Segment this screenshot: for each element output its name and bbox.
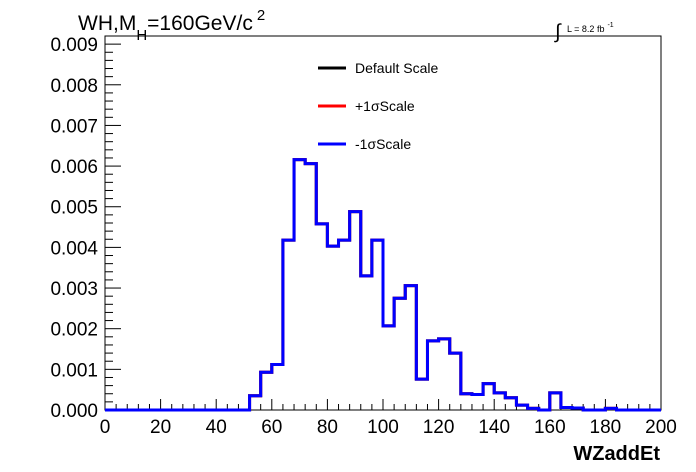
axes: 0 20 40 60 80 100 120 140 160 180 200 0.000 0.001 0.0… — [50, 35, 676, 438]
chart-title-main: WH,M — [78, 12, 136, 35]
y-tick-label: 0.005 — [50, 198, 98, 219]
x-tick-label: 160 — [534, 417, 566, 438]
series-lines — [105, 158, 661, 412]
x-tick-label: 200 — [645, 417, 677, 438]
lumi-label-text: L = 8.2 fb — [567, 24, 604, 34]
y-tick-label: 0.009 — [50, 35, 98, 56]
lumi-label: L = 8.2 fb -1 — [567, 22, 614, 34]
x-axis-label: WZaddEt — [573, 443, 660, 465]
y-tick-label: 0.008 — [50, 76, 98, 97]
y-tick-label: 0.003 — [50, 279, 98, 300]
y-tick-label: 0.002 — [50, 320, 98, 341]
lumi-label-superscript: -1 — [607, 22, 613, 29]
x-tick-label: 40 — [206, 417, 227, 438]
x-tick-label: 60 — [261, 417, 282, 438]
legend-label: -1σScale — [355, 136, 411, 152]
y-tick-label: 0.001 — [50, 360, 98, 381]
x-tick-label: 120 — [423, 417, 455, 438]
x-tick-label: 20 — [150, 417, 171, 438]
series-line-2 — [105, 158, 661, 412]
y-tick-label: 0.000 — [50, 401, 98, 422]
chart-title-rest: =160GeV/c — [147, 12, 253, 35]
legend: Default Scale +1σScale -1σScale — [318, 60, 438, 152]
x-tick-label: 140 — [478, 417, 510, 438]
x-tick-label: 80 — [317, 417, 338, 438]
y-tick-label: 0.007 — [50, 116, 98, 137]
lumi-integral-symbol: ∫ — [554, 21, 562, 43]
x-tick-label: 180 — [590, 417, 622, 438]
chart-title-superscript: 2 — [257, 7, 265, 24]
legend-label: Default Scale — [355, 60, 438, 76]
x-tick-label: 0 — [100, 417, 111, 438]
y-tick-label: 0.006 — [50, 157, 98, 178]
legend-label: +1σScale — [355, 98, 415, 114]
y-tick-label: 0.004 — [50, 238, 98, 259]
x-tick-label: 100 — [367, 417, 399, 438]
